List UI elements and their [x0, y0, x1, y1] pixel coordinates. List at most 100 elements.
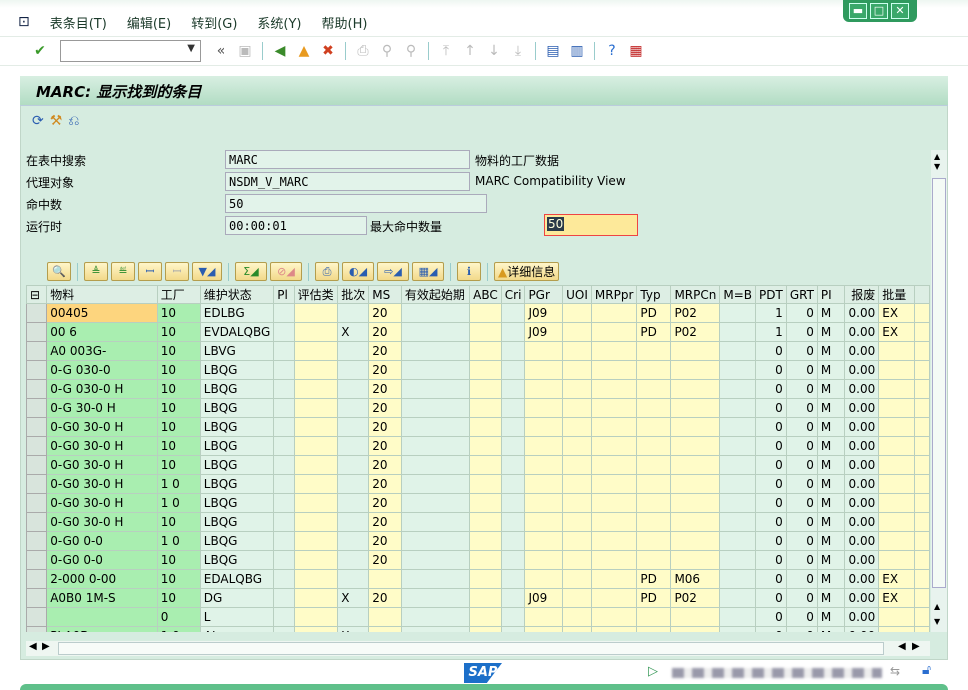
- table-cell[interactable]: [670, 493, 721, 513]
- table-cell[interactable]: 0: [785, 588, 818, 608]
- close-icon[interactable]: ✕: [891, 3, 909, 19]
- column-header[interactable]: 评估类: [293, 285, 339, 304]
- column-header[interactable]: Cri: [500, 285, 526, 304]
- table-cell[interactable]: 0: [785, 455, 818, 475]
- table-cell[interactable]: [878, 607, 915, 627]
- table-cell[interactable]: [273, 588, 295, 608]
- scroll-down-icon[interactable]: ▼: [934, 162, 941, 171]
- table-cell[interactable]: 0-G 030-0: [46, 360, 158, 380]
- table-cell[interactable]: M: [816, 360, 845, 380]
- table-cell[interactable]: PD: [636, 322, 672, 342]
- row-selector[interactable]: [26, 474, 48, 494]
- table-cell[interactable]: M: [816, 531, 845, 551]
- scroll-thumb[interactable]: [58, 642, 884, 655]
- table-cell[interactable]: [293, 512, 339, 532]
- column-header[interactable]: UOI: [562, 285, 592, 304]
- table-cell[interactable]: [500, 455, 526, 475]
- table-cell[interactable]: [590, 626, 638, 632]
- table-cell[interactable]: [273, 512, 295, 532]
- table-cell[interactable]: J09: [524, 322, 564, 342]
- table-cell[interactable]: A0B0 1M-S: [46, 588, 158, 608]
- table-cell[interactable]: [400, 360, 471, 380]
- table-cell[interactable]: A0 003G-: [46, 341, 158, 361]
- table-cell[interactable]: M: [816, 474, 845, 494]
- table-cell[interactable]: 20: [368, 322, 402, 342]
- table-cell[interactable]: [273, 474, 295, 494]
- menu-goto[interactable]: 转到(G): [191, 16, 238, 32]
- table-cell[interactable]: 10: [156, 360, 201, 380]
- table-row[interactable]: 0-G0 30-0 H 10 LBQG 20 0 0 M 0.00: [26, 436, 930, 456]
- table-cell[interactable]: 0-G 30-0 H: [46, 398, 158, 418]
- table-cell[interactable]: [273, 607, 295, 627]
- table-cell[interactable]: [469, 474, 502, 494]
- table-cell[interactable]: LBQG: [199, 493, 275, 513]
- table-cell[interactable]: [400, 417, 471, 437]
- table-cell[interactable]: [719, 607, 756, 627]
- table-cell[interactable]: [562, 474, 592, 494]
- find-next-icon[interactable]: ꟷ: [165, 262, 189, 281]
- table-cell[interactable]: P02: [670, 588, 721, 608]
- row-selector[interactable]: [26, 550, 48, 570]
- table-cell[interactable]: [469, 360, 502, 380]
- exit-icon[interactable]: ▲: [298, 43, 310, 59]
- table-cell[interactable]: [469, 493, 502, 513]
- table-cell[interactable]: 20: [368, 303, 402, 323]
- table-cell[interactable]: [878, 626, 915, 632]
- column-header[interactable]: Typ: [636, 285, 672, 304]
- table-cell[interactable]: [293, 588, 339, 608]
- table-cell[interactable]: [562, 550, 592, 570]
- table-cell[interactable]: 1 0: [156, 531, 201, 551]
- table-cell[interactable]: 0: [755, 455, 787, 475]
- table-cell[interactable]: [670, 360, 721, 380]
- table-cell[interactable]: 0.00: [843, 341, 880, 361]
- table-cell[interactable]: [719, 360, 756, 380]
- table-cell[interactable]: [670, 436, 721, 456]
- row-selector[interactable]: [26, 531, 48, 551]
- table-cell[interactable]: EX: [878, 303, 915, 323]
- views-icon[interactable]: ◐◢: [342, 262, 374, 281]
- table-cell[interactable]: [878, 398, 915, 418]
- table-cell[interactable]: [590, 550, 638, 570]
- table-cell[interactable]: [293, 341, 339, 361]
- table-cell[interactable]: 0.00: [843, 322, 880, 342]
- table-cell[interactable]: [400, 436, 471, 456]
- table-cell[interactable]: [469, 512, 502, 532]
- table-cell[interactable]: [524, 607, 564, 627]
- table-cell[interactable]: X: [337, 588, 370, 608]
- table-cell[interactable]: [562, 360, 592, 380]
- table-row[interactable]: 0 L 0 0 M 0.00: [26, 607, 930, 627]
- row-selector[interactable]: [26, 588, 48, 608]
- table-cell[interactable]: [400, 588, 471, 608]
- table-cell[interactable]: LBQG: [199, 512, 275, 532]
- table-cell[interactable]: [337, 569, 370, 589]
- table-cell[interactable]: [400, 455, 471, 475]
- table-cell[interactable]: [636, 626, 672, 632]
- table-cell[interactable]: 0: [755, 569, 787, 589]
- table-cell[interactable]: [562, 607, 592, 627]
- table-cell[interactable]: [590, 398, 638, 418]
- max-hits-input[interactable]: 50: [544, 214, 638, 236]
- lock-icon[interactable]: 🔓︎: [922, 662, 932, 678]
- table-cell[interactable]: [878, 512, 915, 532]
- table-cell[interactable]: [469, 341, 502, 361]
- back-icon[interactable]: ◀: [274, 43, 286, 59]
- table-cell[interactable]: [719, 417, 756, 437]
- table-cell[interactable]: LBQG: [199, 531, 275, 551]
- find-icon[interactable]: ⚲: [381, 43, 393, 59]
- table-cell[interactable]: [469, 303, 502, 323]
- table-cell[interactable]: [636, 550, 672, 570]
- table-cell[interactable]: [719, 512, 756, 532]
- table-row[interactable]: A0 003G- 10 LBVG 20 0 0 M 0.00: [26, 341, 930, 361]
- table-cell[interactable]: [368, 626, 402, 632]
- table-cell[interactable]: [273, 569, 295, 589]
- table-cell[interactable]: 20: [368, 417, 402, 437]
- table-cell[interactable]: 1 0: [156, 626, 201, 632]
- table-cell[interactable]: PD: [636, 569, 672, 589]
- table-cell[interactable]: [719, 474, 756, 494]
- column-header[interactable]: PDT: [755, 285, 787, 304]
- table-cell[interactable]: [562, 569, 592, 589]
- table-cell[interactable]: J09: [524, 303, 564, 323]
- table-cell[interactable]: 0: [785, 360, 818, 380]
- scroll-thumb[interactable]: [932, 178, 946, 588]
